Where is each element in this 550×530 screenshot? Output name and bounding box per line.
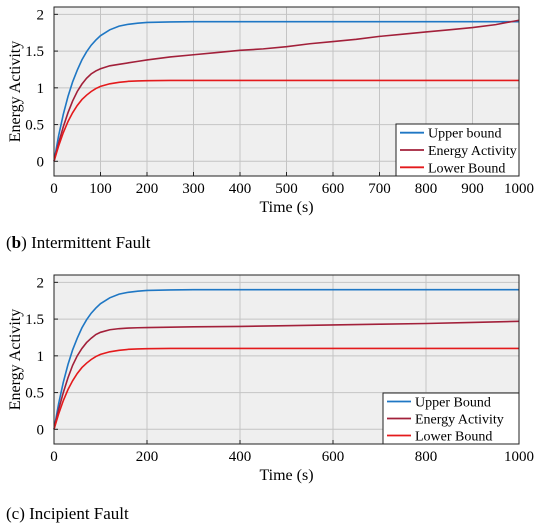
- y-tick-label: 1.5: [25, 312, 44, 328]
- legend-label: Energy Activity: [415, 413, 504, 428]
- caption-text: Intermittent Fault: [26, 233, 151, 252]
- y-tick-label: 1: [37, 349, 45, 365]
- series-line-upper-bound: [53, 288, 519, 430]
- x-tick-label: 500: [275, 181, 298, 197]
- x-tick-label: 900: [461, 181, 484, 197]
- legend: Upper bound Energy Activity Lower Bound: [395, 123, 520, 177]
- caption-incipient-fault: (c) Incipient Fault: [6, 504, 129, 523]
- y-tick-label: 2: [37, 7, 45, 23]
- x-tick-label: 700: [368, 181, 391, 197]
- y-tick-label: 0.5: [25, 386, 44, 402]
- x-tick-label: 1000: [504, 449, 534, 465]
- series-line-energy-activity: [53, 320, 520, 430]
- chart-incipient-fault: 0 200 400 600 800 1000 0 0.5 1 1.5 2 Time (s) Energy…: [0, 270, 550, 498]
- x-tick-label: 0: [50, 181, 58, 197]
- caption-label: b: [11, 233, 22, 252]
- x-tick-label: 200: [136, 449, 159, 465]
- plot-frame: [53, 274, 520, 445]
- caption-label: c: [11, 504, 20, 523]
- x-tick-label: 200: [136, 181, 159, 197]
- y-tick-label: 1.5: [25, 44, 44, 60]
- caption-intermittent-fault: (b) Intermittent Fault: [6, 233, 151, 252]
- y-tick-label: 0.5: [25, 118, 44, 134]
- legend-label: Energy Activity: [428, 144, 517, 159]
- y-tick-label: 2: [37, 275, 45, 291]
- caption-text: Incipient Fault: [24, 504, 129, 523]
- x-tick-label: 600: [322, 181, 345, 197]
- series-line-lower-bound: [53, 79, 519, 162]
- x-axis-label: Time (s): [259, 199, 313, 216]
- x-tick-label: 800: [415, 449, 438, 465]
- x-tick-label: 600: [322, 449, 345, 465]
- series-line-lower-bound: [53, 347, 519, 430]
- y-tick-label: 1: [37, 81, 45, 97]
- x-tick-label: 100: [89, 181, 112, 197]
- chart-svg: 0 100 200 300 400 500 600 700 800 900 1000 0 0.5 1 1.5…: [7, 6, 534, 216]
- y-axis-label: Energy Activity: [7, 309, 24, 410]
- y-axis-label: Energy Activity: [7, 41, 24, 142]
- y-tick-label: 0: [37, 154, 45, 170]
- x-tick-label: 400: [229, 181, 252, 197]
- x-tick-label: 400: [229, 449, 252, 465]
- legend-label: Lower Bound: [415, 430, 492, 445]
- legend-label: Upper Bound: [415, 396, 491, 411]
- chart-intermittent-fault: 0 100 200 300 400 500 600 700 800 900 1000 0 0.5 1 1.5…: [0, 0, 550, 230]
- x-tick-label: 0: [50, 449, 58, 465]
- chart-svg: 0 200 400 600 800 1000 0 0.5 1 1.5 2 Time (s) Energy…: [7, 274, 534, 484]
- legend: Upper Bound Energy Activity Lower Bound: [382, 392, 520, 445]
- x-tick-label: 1000: [504, 181, 534, 197]
- legend-label: Upper bound: [428, 127, 502, 142]
- x-axis-label: Time (s): [259, 467, 313, 484]
- legend-label: Lower Bound: [428, 161, 505, 176]
- x-tick-label: 800: [415, 181, 438, 197]
- series-line-energy-activity: [53, 19, 520, 162]
- series-line-upper-bound: [53, 20, 519, 162]
- y-tick-label: 0: [37, 422, 45, 438]
- x-tick-label: 300: [182, 181, 205, 197]
